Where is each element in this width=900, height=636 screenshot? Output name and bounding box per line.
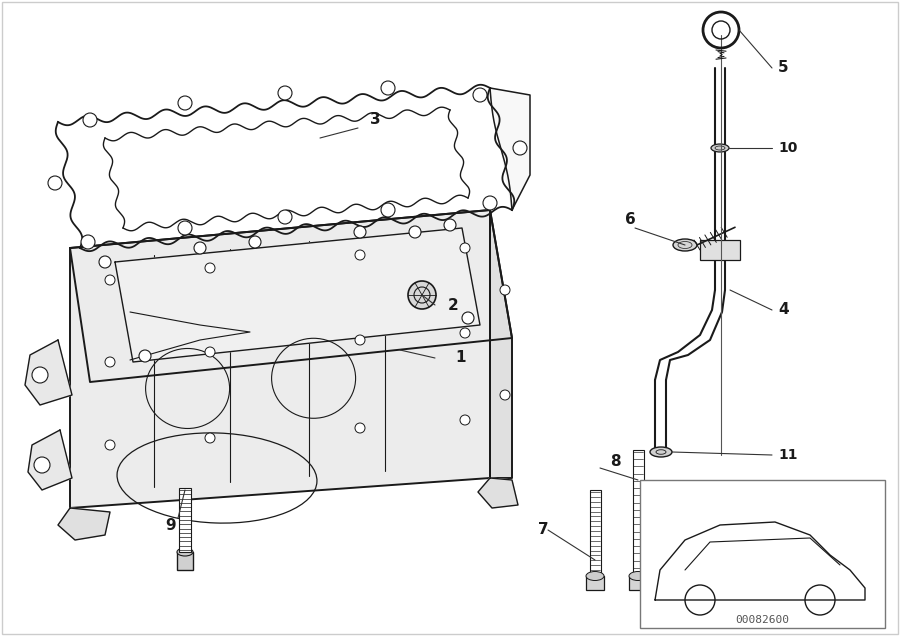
Circle shape xyxy=(105,275,115,285)
Circle shape xyxy=(32,367,48,383)
Circle shape xyxy=(139,350,151,362)
Text: 00082600: 00082600 xyxy=(735,615,789,625)
Polygon shape xyxy=(478,478,518,508)
Circle shape xyxy=(462,312,474,324)
Circle shape xyxy=(409,226,421,238)
Text: 6: 6 xyxy=(625,212,635,228)
Circle shape xyxy=(81,235,95,249)
Circle shape xyxy=(105,357,115,367)
Circle shape xyxy=(205,433,215,443)
Circle shape xyxy=(355,250,365,260)
Circle shape xyxy=(473,88,487,102)
Text: 8: 8 xyxy=(610,455,621,469)
Circle shape xyxy=(381,203,395,217)
Polygon shape xyxy=(25,340,72,405)
Circle shape xyxy=(444,219,456,231)
Text: 9: 9 xyxy=(165,518,176,532)
Text: 10: 10 xyxy=(778,141,797,155)
Circle shape xyxy=(460,243,470,253)
Polygon shape xyxy=(70,210,512,382)
Bar xyxy=(629,576,647,590)
Text: 5: 5 xyxy=(778,60,788,76)
Circle shape xyxy=(513,141,527,155)
Ellipse shape xyxy=(629,572,647,581)
Circle shape xyxy=(249,236,261,248)
Bar xyxy=(640,480,885,628)
Bar xyxy=(633,450,644,578)
Ellipse shape xyxy=(586,572,604,581)
Circle shape xyxy=(460,415,470,425)
Circle shape xyxy=(460,328,470,338)
Ellipse shape xyxy=(711,144,729,152)
Circle shape xyxy=(408,281,436,309)
Polygon shape xyxy=(490,210,512,478)
Bar xyxy=(177,552,193,570)
Ellipse shape xyxy=(673,239,697,251)
Text: 2: 2 xyxy=(448,298,459,312)
Text: 7: 7 xyxy=(538,523,549,537)
Circle shape xyxy=(83,113,97,127)
Circle shape xyxy=(48,176,62,190)
Circle shape xyxy=(205,347,215,357)
Text: 11: 11 xyxy=(778,448,797,462)
Circle shape xyxy=(500,390,510,400)
Circle shape xyxy=(500,285,510,295)
Ellipse shape xyxy=(650,447,672,457)
Polygon shape xyxy=(58,508,110,540)
Bar xyxy=(179,488,191,552)
Polygon shape xyxy=(70,210,490,508)
Circle shape xyxy=(355,423,365,433)
Circle shape xyxy=(99,256,111,268)
Circle shape xyxy=(278,86,292,100)
Bar xyxy=(700,240,740,260)
Circle shape xyxy=(278,210,292,224)
Circle shape xyxy=(381,81,395,95)
Circle shape xyxy=(194,242,206,254)
Polygon shape xyxy=(28,430,72,490)
Circle shape xyxy=(178,221,192,235)
Text: 3: 3 xyxy=(370,113,381,127)
Polygon shape xyxy=(490,88,530,210)
Circle shape xyxy=(354,226,366,238)
Circle shape xyxy=(178,96,192,110)
Circle shape xyxy=(105,440,115,450)
Bar xyxy=(590,490,601,578)
Polygon shape xyxy=(115,228,480,362)
Ellipse shape xyxy=(177,548,193,556)
Circle shape xyxy=(483,196,497,210)
Text: 4: 4 xyxy=(778,303,788,317)
Text: 1: 1 xyxy=(455,350,465,366)
Bar xyxy=(586,576,604,590)
Circle shape xyxy=(355,335,365,345)
Circle shape xyxy=(205,263,215,273)
Circle shape xyxy=(34,457,50,473)
